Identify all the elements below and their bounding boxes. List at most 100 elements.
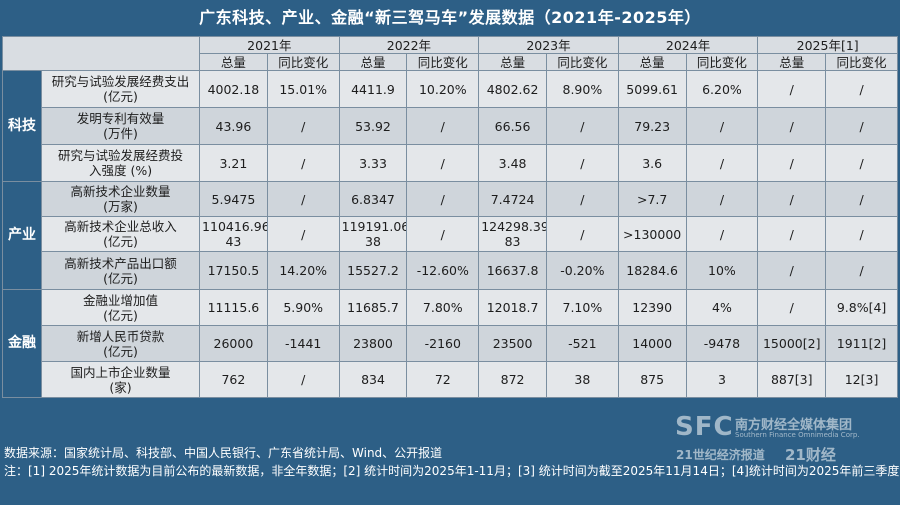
value-cell: >130000: [617, 216, 687, 252]
sub-header: 总量: [199, 53, 268, 71]
indicator-label: 金融业增加值 (亿元): [40, 289, 201, 326]
value-cell: 872: [478, 361, 547, 398]
value-cell: 3.33: [338, 144, 408, 182]
value-cell: /: [757, 289, 827, 326]
value-cell: 5.90%: [266, 289, 340, 326]
value-cell: 43.96: [199, 107, 268, 145]
value-cell: 15527.2: [338, 251, 408, 290]
group-name-en: Southern Finance Omnimedia Corp.: [735, 431, 860, 439]
indicator-label: 国内上市企业数量 (家): [40, 361, 201, 398]
value-cell: 10%: [685, 251, 759, 290]
value-cell: 762: [199, 361, 268, 398]
value-cell: /: [266, 107, 340, 145]
value-cell: >7.7: [617, 181, 687, 217]
value-cell: 3: [685, 361, 759, 398]
value-cell: /: [757, 70, 827, 108]
value-cell: /: [406, 144, 480, 182]
value-cell: /: [406, 107, 480, 145]
sfc-logo: SFC: [675, 412, 734, 442]
value-cell: 4411.9: [338, 70, 408, 108]
value-cell: -2160: [406, 325, 480, 362]
value-cell: /: [825, 181, 898, 217]
value-cell: 7.10%: [545, 289, 619, 326]
value-cell: 5.9475: [199, 181, 268, 217]
value-cell: 10.20%: [406, 70, 480, 108]
table-row: 金融 金融业增加值 (亿元) 11115.6 5.90% 11685.7 7.80% 1201…: [2, 289, 898, 398]
value-cell: 14.20%: [266, 251, 340, 290]
value-cell: 124298.39 83: [478, 216, 547, 252]
year-header: 2024年: [617, 36, 759, 54]
value-cell: /: [406, 216, 480, 252]
value-cell: 38: [545, 361, 619, 398]
sub-header: 同比变化: [545, 53, 619, 71]
indicator-label: 研究与试验发展经费支出 (亿元): [40, 70, 201, 108]
value-cell: /: [825, 70, 898, 108]
value-cell: /: [685, 216, 759, 252]
table-row: 国内上市企业数量 (家) 762/834 72 872 38 875 3 887[3] 12[3]: [3, 361, 898, 398]
indicator-label: 发明专利有效量 (万件): [40, 107, 201, 145]
indicator-label: 高新技术产品出口额 (亿元): [40, 251, 201, 290]
sub-header: 总量: [617, 53, 687, 71]
value-cell: 11685.7: [338, 289, 408, 326]
table-row: 发明专利有效量 (万件) 43.96/53.92/66.56/79.23// /: [3, 107, 898, 145]
value-cell: /: [685, 144, 759, 182]
value-cell: 4%: [685, 289, 759, 326]
category-label: 金融: [2, 289, 42, 398]
value-cell: 110416.96 43: [199, 216, 268, 252]
value-cell: 23800: [338, 325, 408, 362]
value-cell: 3.21: [199, 144, 268, 182]
subheader-row: 总量 同比变化 总量 同比变化 总量 同比变化 总量 同比变化 总量 同比变化: [3, 53, 898, 71]
value-cell: 14000: [617, 325, 687, 362]
value-cell: /: [825, 107, 898, 145]
value-cell: /: [757, 144, 827, 182]
value-cell: 4002.18: [199, 70, 268, 108]
value-cell: 7.4724: [478, 181, 547, 217]
value-cell: 15000[2]: [757, 325, 827, 362]
category-label: 产业: [2, 181, 42, 290]
table-row: 高新技术产品出口额 (亿元) 17150.5 14.20% 15527.2 -12.60%…: [3, 251, 898, 290]
year-header: 2021年: [199, 36, 340, 54]
value-cell: /: [545, 107, 619, 145]
value-cell: -12.60%: [406, 251, 480, 290]
value-cell: 53.92: [338, 107, 408, 145]
value-cell: /: [406, 181, 480, 217]
sub-header: 总量: [757, 53, 827, 71]
value-cell: /: [545, 216, 619, 252]
value-cell: 9.8%[4]: [825, 289, 898, 326]
sub-header: 同比变化: [266, 53, 340, 71]
sub-header: 总量: [478, 53, 547, 71]
indicator-label: 高新技术企业数量 (万家): [40, 181, 201, 217]
value-cell: /: [266, 361, 340, 398]
value-cell: /: [757, 251, 827, 290]
value-cell: 3.6: [617, 144, 687, 182]
brand-21caijing: 21财经: [785, 446, 836, 464]
value-cell: /: [757, 181, 827, 217]
value-cell: /: [685, 107, 759, 145]
footnote: 注：[1] 2025年统计数据为目前公布的最新数据，非全年数据；[2] 统计时间…: [4, 464, 900, 478]
value-cell: /: [757, 107, 827, 145]
value-cell: -9478: [685, 325, 759, 362]
value-cell: 72: [406, 361, 480, 398]
value-cell: 12390: [617, 289, 687, 326]
year-header: 2023年: [478, 36, 619, 54]
value-cell: /: [266, 144, 340, 182]
value-cell: /: [685, 181, 759, 217]
footer: 数据来源：国家统计局、科技部、中国人民银行、广东省统计局、Wind、公开报道 注…: [4, 444, 899, 480]
value-cell: 6.20%: [685, 70, 759, 108]
data-table: 2021年 2022年 2023年 2024年 2025年[1] 总量 同比变化 总量 同比变化…: [1, 36, 898, 398]
sub-header: 同比变化: [406, 53, 480, 71]
sub-header: 总量: [338, 53, 408, 71]
value-cell: /: [266, 181, 340, 217]
value-cell: -521: [545, 325, 619, 362]
value-cell: 23500: [478, 325, 547, 362]
value-cell: 16637.8: [478, 251, 547, 290]
value-cell: /: [266, 216, 340, 252]
indicator-label: 高新技术企业总收入 (亿元): [40, 216, 201, 252]
page-title: 广东科技、产业、金融“新三驾马车”发展数据（2021年-2025年）: [199, 8, 701, 27]
header-blank: [1, 36, 201, 71]
value-cell: 12018.7: [478, 289, 547, 326]
data-source: 数据来源：国家统计局、科技部、中国人民银行、广东省统计局、Wind、公开报道: [4, 446, 443, 460]
value-cell: -1441: [266, 325, 340, 362]
value-cell: 4802.62: [478, 70, 547, 108]
table-row: 科技 研究与试验发展经费支出 (亿元) 4002.18 15.01% 4411.9 10.2…: [2, 70, 898, 182]
